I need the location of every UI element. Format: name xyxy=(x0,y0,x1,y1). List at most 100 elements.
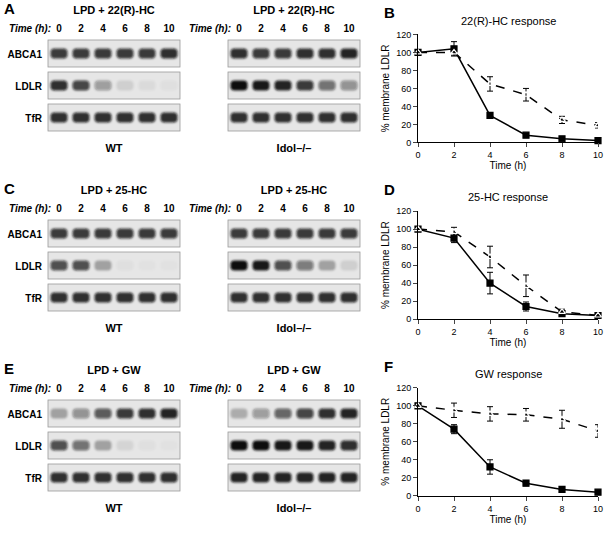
svg-text:4: 4 xyxy=(100,203,106,214)
svg-text:8: 8 xyxy=(144,203,150,214)
svg-text:ABCA1: ABCA1 xyxy=(8,229,43,240)
svg-text:10: 10 xyxy=(163,203,175,214)
svg-text:6: 6 xyxy=(302,23,308,34)
svg-text:10: 10 xyxy=(343,383,355,394)
svg-text:40: 40 xyxy=(401,278,411,288)
svg-text:0: 0 xyxy=(56,383,62,394)
svg-text:TfR: TfR xyxy=(25,113,42,124)
svg-text:6: 6 xyxy=(122,23,128,34)
svg-text:0: 0 xyxy=(415,504,420,514)
svg-text:10: 10 xyxy=(343,203,355,214)
svg-text:8: 8 xyxy=(559,327,564,337)
svg-text:E: E xyxy=(4,360,14,377)
svg-text:% membrane LDLR: % membrane LDLR xyxy=(380,398,391,486)
svg-text:ABCA1: ABCA1 xyxy=(8,409,43,420)
svg-text:WT: WT xyxy=(105,142,122,154)
svg-text:0: 0 xyxy=(236,383,242,394)
svg-text:GW response: GW response xyxy=(475,368,542,380)
svg-text:4: 4 xyxy=(487,327,492,337)
svg-text:2: 2 xyxy=(451,504,456,514)
svg-text:0: 0 xyxy=(56,203,62,214)
svg-text:Idol–/–: Idol–/– xyxy=(277,502,312,514)
svg-text:TfR: TfR xyxy=(25,473,42,484)
svg-text:60: 60 xyxy=(401,437,411,447)
svg-text:Idol–/–: Idol–/– xyxy=(277,322,312,334)
svg-text:LDLR: LDLR xyxy=(15,441,42,452)
svg-text:8: 8 xyxy=(559,504,564,514)
svg-text:2: 2 xyxy=(78,23,84,34)
svg-text:10: 10 xyxy=(593,504,603,514)
svg-text:Time (h):: Time (h): xyxy=(189,203,231,214)
svg-text:4: 4 xyxy=(280,383,286,394)
svg-text:25-HC response: 25-HC response xyxy=(468,191,548,203)
svg-text:120: 120 xyxy=(396,206,411,216)
svg-text:6: 6 xyxy=(523,504,528,514)
svg-text:Time (h):: Time (h): xyxy=(189,383,231,394)
svg-text:LPD + 25-HC: LPD + 25-HC xyxy=(261,184,327,196)
svg-text:0: 0 xyxy=(56,23,62,34)
svg-text:2: 2 xyxy=(258,23,264,34)
svg-text:0: 0 xyxy=(406,138,411,148)
svg-text:% membrane LDLR: % membrane LDLR xyxy=(380,221,391,309)
svg-text:6: 6 xyxy=(122,203,128,214)
svg-text:ABCA1: ABCA1 xyxy=(8,49,43,60)
svg-text:4: 4 xyxy=(280,203,286,214)
svg-text:0: 0 xyxy=(415,150,420,160)
svg-text:WT: WT xyxy=(105,502,122,514)
svg-text:100: 100 xyxy=(396,224,411,234)
svg-text:Time (h): Time (h) xyxy=(490,160,527,171)
svg-text:A: A xyxy=(4,0,15,17)
svg-text:6: 6 xyxy=(523,327,528,337)
svg-text:Time (h):: Time (h): xyxy=(9,23,51,34)
svg-text:40: 40 xyxy=(401,102,411,112)
svg-text:Time (h):: Time (h): xyxy=(9,383,51,394)
svg-text:LDLR: LDLR xyxy=(15,81,42,92)
svg-text:Time (h):: Time (h): xyxy=(189,23,231,34)
svg-text:0: 0 xyxy=(236,23,242,34)
svg-text:Time (h): Time (h) xyxy=(490,514,527,525)
svg-text:F: F xyxy=(384,358,393,375)
svg-text:6: 6 xyxy=(523,150,528,160)
svg-text:22(R)-HC response: 22(R)-HC response xyxy=(461,15,556,27)
svg-text:2: 2 xyxy=(451,327,456,337)
svg-text:6: 6 xyxy=(302,203,308,214)
svg-text:20: 20 xyxy=(401,473,411,483)
svg-text:8: 8 xyxy=(144,23,150,34)
svg-text:2: 2 xyxy=(258,203,264,214)
svg-text:LPD + 22(R)-HC: LPD + 22(R)-HC xyxy=(73,4,155,16)
svg-text:8: 8 xyxy=(144,383,150,394)
svg-text:8: 8 xyxy=(324,23,330,34)
svg-text:4: 4 xyxy=(100,23,106,34)
svg-text:LPD + GW: LPD + GW xyxy=(87,364,141,376)
svg-text:8: 8 xyxy=(324,383,330,394)
svg-text:8: 8 xyxy=(559,150,564,160)
svg-text:LPD + 25-HC: LPD + 25-HC xyxy=(81,184,147,196)
svg-text:D: D xyxy=(384,181,395,198)
svg-text:100: 100 xyxy=(396,401,411,411)
svg-text:100: 100 xyxy=(396,48,411,58)
svg-text:4: 4 xyxy=(487,150,492,160)
svg-text:WT: WT xyxy=(105,322,122,334)
svg-text:10: 10 xyxy=(163,383,175,394)
svg-text:20: 20 xyxy=(401,296,411,306)
svg-text:0: 0 xyxy=(236,203,242,214)
svg-text:C: C xyxy=(4,180,15,197)
svg-text:B: B xyxy=(384,4,395,21)
svg-text:Time (h): Time (h) xyxy=(490,337,527,348)
svg-text:8: 8 xyxy=(324,203,330,214)
svg-text:6: 6 xyxy=(122,383,128,394)
svg-text:10: 10 xyxy=(343,23,355,34)
svg-text:10: 10 xyxy=(163,23,175,34)
svg-text:% membrane LDLR: % membrane LDLR xyxy=(380,45,391,133)
svg-text:20: 20 xyxy=(401,120,411,130)
svg-text:4: 4 xyxy=(100,383,106,394)
svg-text:10: 10 xyxy=(593,150,603,160)
svg-text:LDLR: LDLR xyxy=(15,261,42,272)
svg-text:TfR: TfR xyxy=(25,293,42,304)
svg-text:Time (h):: Time (h): xyxy=(9,203,51,214)
svg-text:0: 0 xyxy=(406,491,411,501)
svg-text:10: 10 xyxy=(593,327,603,337)
svg-text:Idol–/–: Idol–/– xyxy=(277,142,312,154)
svg-text:2: 2 xyxy=(258,383,264,394)
svg-text:80: 80 xyxy=(401,242,411,252)
